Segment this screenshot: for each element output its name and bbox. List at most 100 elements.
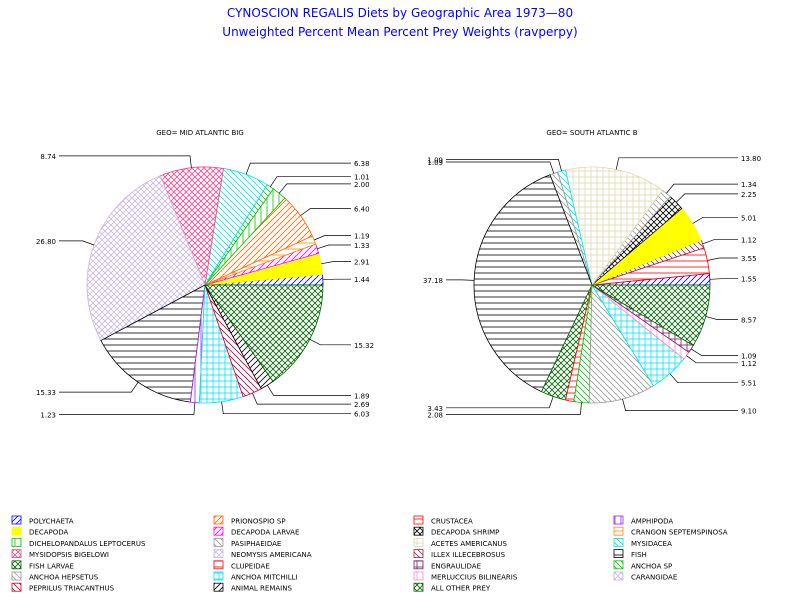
legend-swatch-anchoa-hepsetus: [11, 571, 22, 581]
legend-swatch-decapoda-larvae: [213, 526, 224, 536]
legend-swatch-prionospio-sp: [213, 515, 224, 525]
legend-label-mysidopsis-bigelowi: MYSIDOPSIS BIGELOWI: [29, 551, 109, 559]
pie-2-leader-anchoa-sp: [446, 402, 582, 415]
legend-swatch-anchoa-mitchilli: [213, 571, 224, 581]
legend-swatch-fish: [613, 549, 624, 558]
pie-1-data-label: 15.32: [354, 342, 374, 350]
legend-swatch-crangon-septemspinosa: [613, 526, 624, 536]
pie-1-data-label: 1.33: [354, 242, 370, 250]
legend-swatch-clupeidae: [213, 560, 224, 570]
pie-1-leader-anchoa-mitchilli: [221, 401, 351, 415]
pie-1-data-label: 1.89: [354, 392, 370, 400]
pie-1-leader-animal-remains: [267, 385, 351, 396]
chart-title: CYNOSCION REGALIS Diets by Geographic Ar…: [227, 6, 573, 20]
legend-swatch-decapoda: [11, 526, 22, 536]
pie-1-leader-mysidacea: [245, 162, 351, 175]
legend-label-peprilus-triacanthus: PEPRILUS TRIACANTHUS: [29, 585, 115, 593]
legend-label-all-other-prey: ALL OTHER PREY: [431, 585, 491, 593]
pie-2-leader-pasiphaeidae: [666, 183, 738, 194]
pie-2-data-label: 1.09: [427, 159, 443, 167]
pie-2-data-label: 1.09: [427, 156, 443, 164]
legend-label-crustacea: CRUSTACEA: [431, 518, 473, 526]
pie-2-leader-acetes-americanus: [615, 157, 738, 170]
legend-label-polychaeta: POLYCHAETA: [29, 518, 74, 526]
legend-label-pasiphaeidae: PASIPHAEIDAE: [231, 540, 281, 548]
pie-1-leader-decapoda-larvae: [317, 244, 351, 250]
legend-swatch-anchoa-sp: [613, 560, 624, 570]
pie-2-leader-engraulidae: [691, 348, 738, 356]
pie-1-data-label: 2.00: [354, 181, 370, 189]
pie-2-leader-decapoda-shrimp: [675, 193, 738, 203]
legend-label-anchoa-sp: ANCHOA SP: [631, 562, 672, 570]
pie-1-data-label: 6.03: [354, 411, 370, 419]
legend-label-animal-remains: ANIMAL REMAINS: [231, 585, 292, 593]
pie-2-leader-anchoa-hepsetus: [446, 161, 555, 174]
pie-1-data-label: 2.91: [354, 259, 370, 267]
legend-label-illex-illecebrosus: ILLEX ILLECEBROSUS: [431, 551, 506, 559]
legend-label-carangidae: CARANGIDAE: [631, 574, 677, 582]
pie-2-leader-fish-larvae: [446, 396, 554, 409]
legend-swatch-all-other-prey: [413, 582, 424, 592]
pie-2-data-label: 1.09: [741, 352, 757, 360]
pie-1-leader-peprilus-triacanthus: [252, 392, 351, 405]
pie-south-atlantic: 1.55 3.55 1.12 5.01 2.25 1.34 13.80 1.09 1.09 37.…: [423, 155, 761, 420]
pie-1-leader-fish: [59, 382, 139, 393]
legend-swatch-carangidae: [613, 571, 624, 581]
pie-2-leader-merluccius-bilinearis: [686, 355, 738, 364]
legend-swatch-pasiphaeidae: [213, 538, 224, 547]
pie-1-leader-prionospio-sp: [300, 208, 351, 216]
legend-label-decapoda: DECAPODA: [29, 529, 68, 537]
legend-swatch-fish-larvae: [11, 560, 22, 570]
legend-label-mysidacea: MYSIDACEA: [631, 540, 672, 548]
pie-1-leader-crangon-septemspinosa: [313, 235, 351, 241]
pie-2-slice-fish: [473, 174, 593, 393]
pie-1-data-label: 6.40: [354, 206, 370, 214]
chart-subtitle: Unweighted Percent Mean Percent Prey Wei…: [222, 25, 577, 39]
legend: POLYCHAETA PRIONOSPIO SP CRUSTACEA AMPHIPOD…: [11, 515, 728, 593]
legend-label-decapoda-shrimp: DECAPODA SHRIMP: [431, 529, 499, 537]
pie-2-data-label: 3.55: [741, 255, 757, 263]
pie-2-data-label: 1.55: [741, 276, 757, 284]
legend-label-engraulidae: ENGRAULIDAE: [431, 562, 481, 570]
pie-2-leader-anchoa-hepsetus: [622, 398, 738, 411]
pie-2-leader-fish: [446, 279, 475, 281]
pie-1-slice-all-other-prey: [204, 284, 324, 382]
pie-1-data-label: 6.38: [354, 160, 370, 168]
pie-1-data-label: 26.80: [36, 238, 56, 246]
legend-swatch-peprilus-triacanthus: [11, 582, 22, 592]
legend-swatch-mysidacea: [613, 538, 624, 547]
pie-1-leader-decapoda: [321, 261, 351, 265]
pie-1-leader-neomysis-americana: [59, 240, 95, 246]
pie-1-title: GEO= MID ATLANTIC BIG: [156, 129, 244, 137]
legend-label-acetes-americanus: ACETES AMERICANUS: [431, 540, 508, 548]
legend-swatch-mysidopsis-bigelowi: [11, 549, 22, 558]
legend-label-fish-larvae: FISH LARVAE: [29, 562, 74, 570]
pie-1-data-label: 1.23: [40, 412, 56, 420]
pie-1-data-label: 15.33: [36, 389, 56, 397]
legend-label-dichelopandalus-leptocerus: DICHELOPANDALUS LEPTOCERUS: [29, 540, 146, 548]
pie-2-leader-decapoda: [692, 216, 738, 224]
legend-swatch-polychaeta: [11, 515, 22, 525]
pie-1-slice-fish: [100, 284, 206, 403]
legend-label-clupeidae: CLUPEIDAE: [231, 562, 270, 570]
pie-2-leader-polychaeta: [709, 278, 738, 280]
legend-label-fish: FISH: [631, 551, 647, 559]
pie-2-data-label: 3.43: [427, 405, 443, 413]
pie-1-data-label: 1.44: [354, 276, 370, 284]
pie-2-title: GEO= SOUTH ATLANTIC B: [546, 129, 637, 137]
legend-swatch-neomysis-americana: [213, 549, 224, 558]
legend-label-merluccius-bilinearis: MERLUCCIUS BILINEARIS: [431, 574, 518, 582]
legend-swatch-crustacea: [413, 515, 424, 525]
pie-1-leader-mysidopsis-bigelowi: [59, 155, 192, 168]
legend-swatch-decapoda-shrimp: [413, 526, 424, 536]
pie-2-leader-all-other-prey: [705, 316, 738, 320]
legend-swatch-engraulidae: [413, 560, 424, 570]
pie-2-data-label: 2.25: [741, 191, 757, 199]
pie-2-leader-illex-illecebrosus: [702, 239, 738, 245]
pie-2-leader-mysidacea: [446, 159, 562, 172]
pie-2-data-label: 5.51: [741, 380, 757, 388]
pie-1-data-label: 1.19: [354, 232, 370, 240]
legend-label-neomysis-americana: NEOMYSIS AMERICANA: [231, 551, 312, 559]
